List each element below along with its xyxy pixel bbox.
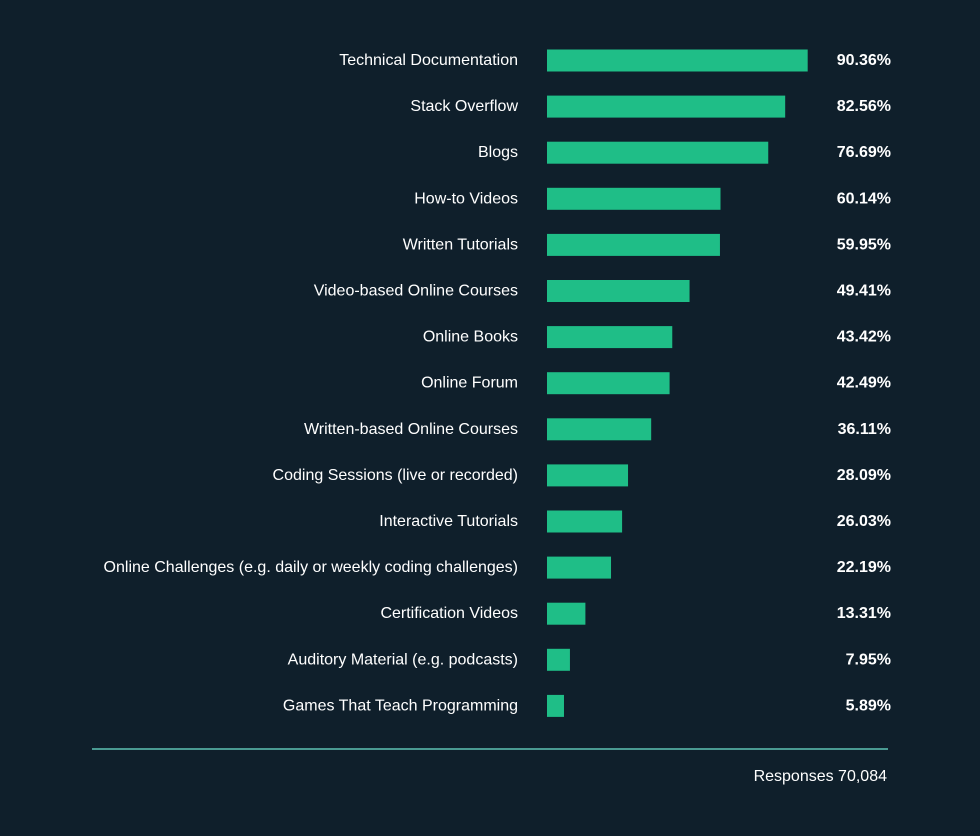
bar-coding-sessions-live-or-recorded	[547, 464, 629, 487]
category-label-coding-sessions-live-or-recorded: Coding Sessions (live or recorded)	[273, 467, 518, 484]
value-label-written-based-online-courses: 36.11%	[838, 421, 891, 438]
value-label-stack-overflow: 82.56%	[837, 98, 891, 115]
value-label-online-forum: 42.49%	[837, 375, 891, 392]
bar-online-books	[547, 326, 673, 349]
value-label-interactive-tutorials: 26.03%	[837, 513, 891, 530]
bar-row-coding-sessions-live-or-recorded: Coding Sessions (live or recorded) 28.09%	[273, 464, 891, 487]
value-label-certification-videos: 13.31%	[837, 605, 891, 622]
bar-online-forum	[547, 372, 670, 395]
bar-row-auditory-material-e-g-podcasts: Auditory Material (e.g. podcasts) 7.95%	[288, 648, 891, 671]
bar-interactive-tutorials	[547, 510, 623, 533]
bar-auditory-material-e-g-podcasts	[547, 648, 570, 671]
bar-certification-videos	[547, 602, 586, 625]
value-label-written-tutorials: 59.95%	[837, 236, 891, 253]
bar-row-interactive-tutorials: Interactive Tutorials 26.03%	[379, 510, 891, 533]
bar-stack-overflow	[547, 95, 786, 118]
value-label-games-that-teach-programming: 5.89%	[846, 697, 891, 714]
bar-row-games-that-teach-programming: Games That Teach Programming 5.89%	[283, 694, 891, 717]
bar-row-written-based-online-courses: Written-based Online Courses 36.11%	[304, 418, 891, 441]
value-label-technical-documentation: 90.36%	[837, 52, 891, 69]
responses-count: Responses 70,084	[754, 768, 888, 785]
category-label-games-that-teach-programming: Games That Teach Programming	[283, 697, 518, 714]
bars-layer: Technical Documentation 90.36% Stack Overf…	[104, 49, 891, 717]
bar-row-technical-documentation: Technical Documentation 90.36%	[339, 49, 891, 72]
bar-video-based-online-courses	[547, 280, 690, 302]
bar-written-tutorials	[547, 233, 720, 256]
category-label-how-to-videos: How-to Videos	[414, 190, 518, 207]
bar-games-that-teach-programming	[547, 694, 564, 717]
bar-how-to-videos	[547, 187, 721, 210]
value-label-coding-sessions-live-or-recorded: 28.09%	[837, 467, 891, 484]
category-label-online-books: Online Books	[423, 329, 518, 346]
bar-technical-documentation	[547, 49, 808, 72]
category-label-blogs: Blogs	[478, 144, 518, 161]
bar-row-written-tutorials: Written Tutorials 59.95%	[403, 233, 891, 256]
bar-row-online-forum: Online Forum 42.49%	[421, 372, 891, 395]
bar-row-how-to-videos: How-to Videos 60.14%	[414, 187, 891, 210]
category-label-written-tutorials: Written Tutorials	[403, 236, 518, 253]
value-label-auditory-material-e-g-podcasts: 7.95%	[846, 651, 891, 668]
category-label-stack-overflow: Stack Overflow	[410, 98, 518, 115]
category-label-online-challenges-e-g-daily-or-weekly-coding-challenges: Online Challenges (e.g. daily or weekly …	[104, 559, 518, 576]
bar-row-online-challenges-e-g-daily-or-weekly-coding-challenges: Online Challenges (e.g. daily or weekly …	[104, 556, 891, 579]
category-label-interactive-tutorials: Interactive Tutorials	[379, 513, 518, 530]
value-label-online-challenges-e-g-daily-or-weekly-coding-challenges: 22.19%	[837, 559, 891, 576]
bar-online-challenges-e-g-daily-or-weekly-coding-challenges	[547, 556, 612, 579]
bar-row-stack-overflow: Stack Overflow 82.56%	[410, 95, 891, 118]
bar-row-blogs: Blogs 76.69%	[478, 141, 891, 164]
bar-row-online-books: Online Books 43.42%	[423, 326, 891, 349]
value-label-how-to-videos: 60.14%	[837, 190, 891, 207]
category-label-auditory-material-e-g-podcasts: Auditory Material (e.g. podcasts)	[288, 651, 518, 668]
value-label-online-books: 43.42%	[837, 329, 891, 346]
category-label-video-based-online-courses: Video-based Online Courses	[314, 283, 518, 300]
category-label-technical-documentation: Technical Documentation	[339, 52, 518, 69]
category-label-online-forum: Online Forum	[421, 375, 518, 392]
value-label-video-based-online-courses: 49.41%	[837, 283, 891, 300]
bar-blogs	[547, 141, 769, 164]
bar-row-video-based-online-courses: Video-based Online Courses 49.41%	[314, 280, 891, 302]
bar-row-certification-videos: Certification Videos 13.31%	[380, 602, 891, 625]
bar-written-based-online-courses	[547, 418, 652, 441]
category-label-written-based-online-courses: Written-based Online Courses	[304, 421, 518, 438]
category-label-certification-videos: Certification Videos	[380, 605, 518, 622]
value-label-blogs: 76.69%	[837, 144, 891, 161]
